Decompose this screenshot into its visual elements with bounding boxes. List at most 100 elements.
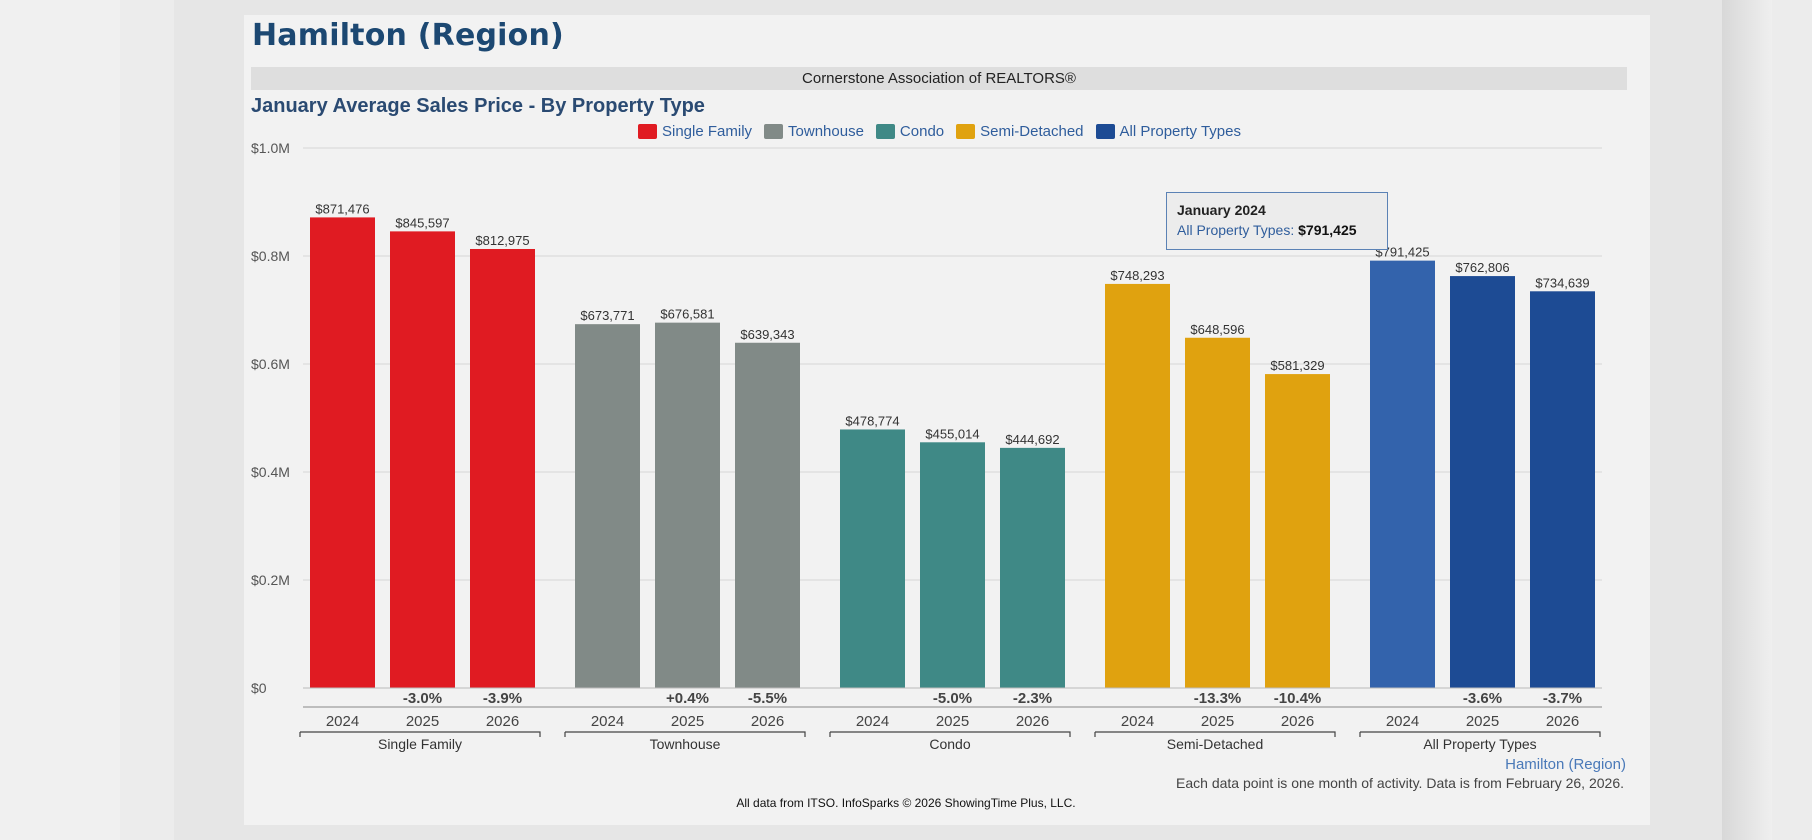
bar-value-label: $762,806 xyxy=(1455,260,1509,275)
legend-swatch xyxy=(875,123,895,139)
x-tick-label: 2025 xyxy=(406,713,439,730)
x-tick-label: 2025 xyxy=(1466,713,1499,730)
x-tick-label: 2026 xyxy=(1546,713,1579,730)
x-tick-label: 2024 xyxy=(1386,713,1419,730)
page-edge-shadow xyxy=(1722,0,1772,840)
group-bracket xyxy=(829,731,1071,737)
x-tick-label: 2025 xyxy=(1201,713,1234,730)
bar-value-label: $791,425 xyxy=(1375,245,1429,260)
y-tick-label: $0 xyxy=(251,680,267,696)
association-banner: Cornerstone Association of REALTORS® xyxy=(251,67,1627,90)
chart-bar[interactable] xyxy=(575,324,640,688)
chart-bar[interactable] xyxy=(310,217,375,688)
y-tick-label: $0.2M xyxy=(251,572,290,588)
x-tick-label: 2024 xyxy=(856,713,889,730)
bar-value-label: $648,596 xyxy=(1190,322,1244,337)
x-tick-label: 2025 xyxy=(671,713,704,730)
chart-bar[interactable] xyxy=(470,248,535,688)
region-link[interactable]: Hamilton (Region) xyxy=(1505,756,1626,773)
chart-legend: Single Family Townhouse Condo Semi-Detached… xyxy=(638,121,1241,141)
chart-bar[interactable] xyxy=(735,342,800,688)
data-credit: All data from ITSO. InfoSparks © 2026 Sh… xyxy=(736,796,1076,810)
legend-label: Semi-Detached xyxy=(980,122,1084,140)
x-tick-label: 2025 xyxy=(936,713,969,730)
legend-item[interactable]: Single Family xyxy=(638,123,752,140)
chart-bar[interactable] xyxy=(1105,283,1170,688)
bar-value-label: $639,343 xyxy=(740,327,794,342)
bar-value-label: $478,774 xyxy=(845,413,899,428)
chart-bar[interactable] xyxy=(1530,291,1595,688)
group-label: Condo xyxy=(929,736,970,752)
chart-bar[interactable] xyxy=(390,231,455,688)
legend-label: Single Family xyxy=(662,122,753,140)
change-label: +0.4% xyxy=(666,690,709,707)
bar-value-label: $673,771 xyxy=(580,308,634,323)
group-label: Single Family xyxy=(378,736,462,752)
bar-value-label: $748,293 xyxy=(1110,268,1164,283)
legend-item[interactable]: Condo xyxy=(875,122,945,140)
bar-value-label: $845,597 xyxy=(395,215,449,230)
tooltip-series-label: All Property Types: xyxy=(1177,222,1295,238)
legend-item[interactable]: Townhouse xyxy=(764,123,864,140)
legend-swatch xyxy=(638,123,657,139)
chart-tooltip: January 2024 All Property Types: $791,42… xyxy=(1166,192,1388,250)
bar-value-label: $444,692 xyxy=(1005,432,1059,447)
group-bracket xyxy=(564,731,806,737)
page-title: Hamilton (Region) xyxy=(252,18,564,53)
chart-title: January Average Sales Price - By Propert… xyxy=(251,95,705,117)
legend-label: Townhouse xyxy=(788,122,864,140)
chart-bar[interactable] xyxy=(1450,276,1515,688)
change-label: -3.0% xyxy=(403,690,442,707)
legend-item[interactable]: All Property Types xyxy=(1095,122,1241,140)
chart-bar[interactable] xyxy=(840,429,905,688)
chart-bar[interactable] xyxy=(1370,260,1435,688)
x-tick-label: 2026 xyxy=(751,713,784,730)
change-label: -3.9% xyxy=(483,690,522,707)
bar-value-label: $455,014 xyxy=(925,426,979,441)
x-tick-label: 2026 xyxy=(1016,713,1049,730)
legend-swatch xyxy=(956,123,976,139)
group-bracket xyxy=(1359,731,1601,737)
x-tick-label: 2026 xyxy=(1281,713,1314,730)
tooltip-value: $791,425 xyxy=(1298,222,1357,238)
y-tick-label: $0.8M xyxy=(251,248,290,264)
legend-swatch xyxy=(764,123,784,139)
x-tick-label: 2024 xyxy=(591,713,624,730)
legend-swatch xyxy=(1095,123,1115,139)
data-note: Each data point is one month of activity… xyxy=(1176,775,1624,791)
chart-bar[interactable] xyxy=(1185,337,1250,688)
bar-value-label: $581,329 xyxy=(1270,358,1324,373)
x-tick-label: 2024 xyxy=(1121,713,1154,730)
group-label: Townhouse xyxy=(650,736,721,752)
legend-label: All Property Types xyxy=(1119,122,1241,140)
bar-value-label: $676,581 xyxy=(660,307,714,322)
chart-bar[interactable] xyxy=(1000,447,1065,688)
change-label: -13.3% xyxy=(1194,690,1242,707)
bar-value-label: $871,476 xyxy=(315,201,369,216)
chart-bar[interactable] xyxy=(1265,374,1330,688)
group-bracket xyxy=(1094,731,1336,737)
page-background-left xyxy=(0,0,120,840)
change-label: -10.4% xyxy=(1274,690,1322,707)
change-label: -2.3% xyxy=(1013,690,1052,707)
group-bracket xyxy=(299,731,541,737)
y-tick-label: $0.4M xyxy=(251,464,290,480)
y-tick-label: $1.0M xyxy=(251,140,290,156)
x-tick-label: 2026 xyxy=(486,713,519,730)
legend-label: Condo xyxy=(899,122,945,140)
group-label: All Property Types xyxy=(1423,736,1536,752)
change-label: -5.5% xyxy=(748,690,787,707)
chart-bar[interactable] xyxy=(920,442,985,688)
chart-bar[interactable] xyxy=(655,322,720,688)
tooltip-title: January 2024 xyxy=(1177,202,1266,218)
y-tick-label: $0.6M xyxy=(251,356,290,372)
bar-value-label: $812,975 xyxy=(475,233,529,248)
x-tick-label: 2024 xyxy=(326,713,359,730)
change-label: -3.6% xyxy=(1463,690,1502,707)
legend-item[interactable]: Semi-Detached xyxy=(956,122,1084,140)
group-label: Semi-Detached xyxy=(1167,736,1264,752)
bar-value-label: $734,639 xyxy=(1535,275,1589,290)
change-label: -5.0% xyxy=(933,690,972,707)
change-label: -3.7% xyxy=(1543,690,1582,707)
